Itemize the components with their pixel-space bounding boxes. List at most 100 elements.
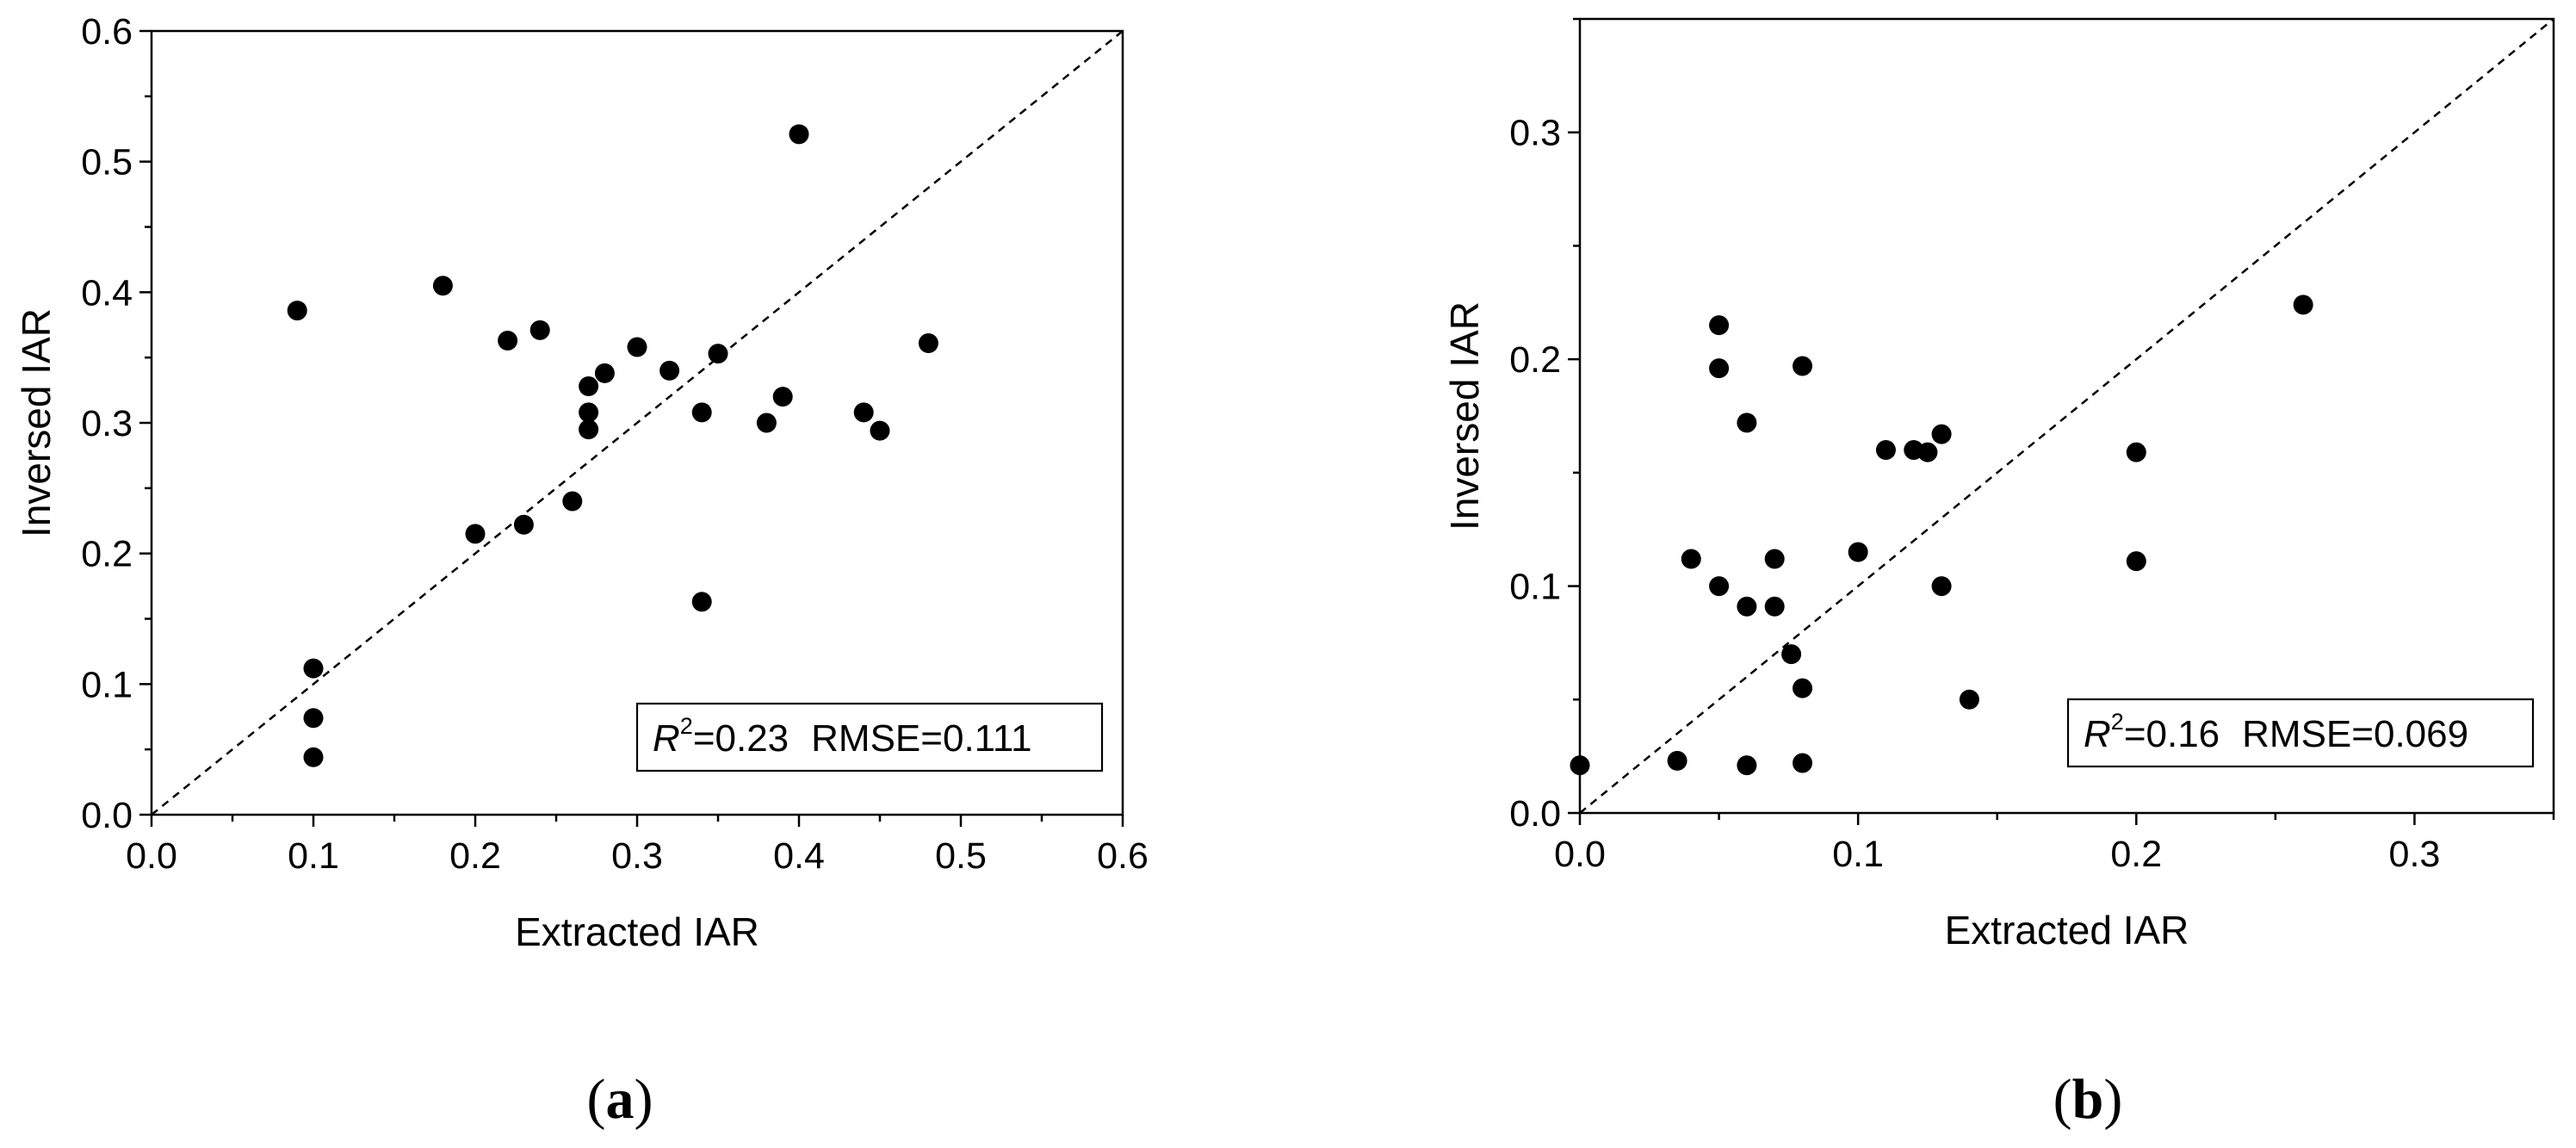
- stats-box: [635, 702, 1104, 773]
- x-tick-label: 0.5: [935, 835, 987, 877]
- x-tick-label: 0.1: [1832, 834, 1884, 875]
- data-point: [1709, 358, 1730, 379]
- data-point: [303, 658, 324, 679]
- panel-letter: b: [2072, 1068, 2104, 1131]
- y-tick-label: 0.3: [1509, 113, 1561, 154]
- data-point: [691, 592, 712, 612]
- data-point: [2126, 442, 2146, 462]
- data-point: [1764, 549, 1785, 569]
- data-point: [1931, 576, 1952, 597]
- x-tick-label: 0.0: [1554, 834, 1606, 875]
- data-point: [1764, 596, 1785, 617]
- panel-paren-close: ): [2103, 1068, 2122, 1131]
- r2-value: =0.16: [2124, 713, 2220, 755]
- data-point: [1875, 440, 1896, 461]
- data-point: [1931, 424, 1952, 444]
- panel-label: (b): [2053, 1068, 2123, 1131]
- y-tick-label: 0.0: [1509, 793, 1561, 835]
- data-point: [1793, 678, 1813, 698]
- r2-symbol: R: [653, 717, 680, 760]
- y-tick-label: 0.4: [81, 272, 133, 313]
- y-tick-label: 0.1: [1509, 567, 1561, 608]
- panel-paren-open: (: [587, 1068, 606, 1131]
- r2-symbol: R: [2084, 713, 2111, 755]
- y-tick-label: 0.0: [81, 795, 133, 836]
- data-point: [303, 747, 324, 767]
- data-point: [1793, 356, 1813, 376]
- r2-superscript: 2: [680, 713, 693, 739]
- data-point: [1737, 596, 1757, 617]
- data-point: [529, 320, 550, 340]
- data-point: [1737, 413, 1757, 433]
- data-point: [772, 387, 793, 407]
- y-tick-label: 0.3: [81, 403, 133, 444]
- x-tick-label: 0.6: [1097, 835, 1149, 877]
- chart-panel-b: 0.0 0.1 0.2 0.3 0.0 0.1 0.2 0.3 Extracted IAR Inv…: [1442, 17, 2555, 1131]
- stats-text: R2=0.23 RMSE=0.111: [653, 713, 1032, 760]
- data-point: [1917, 442, 1938, 462]
- data-point: [579, 402, 599, 423]
- panel-label: (a): [587, 1068, 653, 1131]
- panel-paren-close: ): [635, 1068, 653, 1131]
- x-tick-label: 0.2: [2110, 834, 2162, 875]
- data-point: [2293, 295, 2313, 315]
- x-tick-label: 0.4: [773, 835, 825, 877]
- one-to-one-line: [151, 30, 1124, 816]
- y-tick-label: 0.5: [81, 142, 133, 183]
- y-tick-label: 0.6: [81, 11, 133, 53]
- data-point: [870, 420, 890, 441]
- x-tick-label: 0.3: [611, 835, 663, 877]
- data-point: [1793, 753, 1813, 773]
- data-point: [627, 337, 647, 357]
- data-point: [918, 332, 938, 353]
- y-axis-label: Inversed IAR: [14, 308, 59, 537]
- data-point: [1848, 542, 1868, 562]
- data-point: [659, 360, 680, 381]
- data-point: [1681, 549, 1701, 569]
- x-tick-label: 0.2: [449, 835, 501, 877]
- rmse-value: RMSE=0.111: [811, 717, 1031, 760]
- data-point: [498, 330, 518, 351]
- data-point: [562, 491, 583, 512]
- panel-paren-open: (: [2053, 1068, 2072, 1131]
- data-point: [287, 301, 307, 321]
- data-point: [1667, 750, 1687, 771]
- data-point: [579, 419, 599, 440]
- data-point: [1737, 755, 1757, 776]
- data-point: [594, 363, 615, 383]
- x-tick-label: 0.0: [126, 835, 177, 877]
- x-tick-label: 0.1: [288, 835, 339, 877]
- data-point: [2126, 551, 2146, 572]
- y-tick-label: 0.1: [81, 664, 133, 705]
- data-point: [1709, 576, 1730, 597]
- stats-text: R2=0.16 RMSE=0.069: [2084, 709, 2468, 755]
- chart-panel-a: 0.0 0.1 0.2 0.3 0.4 0.5 0.6 0.0 0.1 0.2 0.3 0.4 0.5 0…: [14, 11, 1149, 1131]
- stats-box: [2066, 698, 2535, 768]
- x-tick-label: 0.3: [2389, 834, 2441, 875]
- data-point: [691, 402, 712, 423]
- data-point: [1570, 755, 1590, 776]
- data-point: [1781, 644, 1802, 665]
- data-point: [513, 514, 534, 535]
- y-tick-label: 0.2: [81, 534, 133, 575]
- plot-frame: [1578, 17, 2555, 815]
- data-point: [1959, 689, 1979, 710]
- r2-superscript: 2: [2111, 709, 2124, 735]
- data-point: [465, 524, 486, 544]
- data-point: [756, 413, 777, 433]
- y-tick-label: 0.2: [1509, 339, 1561, 381]
- data-point: [432, 276, 453, 296]
- x-axis-label: Extracted IAR: [515, 909, 759, 954]
- y-axis-label: Inversed IAR: [1442, 301, 1487, 531]
- data-point: [789, 124, 809, 145]
- panel-letter: a: [606, 1068, 635, 1131]
- data-point: [303, 708, 324, 729]
- data-point: [1709, 315, 1730, 336]
- data-point: [853, 402, 874, 423]
- data-point: [579, 376, 599, 397]
- x-axis-label: Extracted IAR: [1945, 908, 2189, 953]
- rmse-value: RMSE=0.069: [2242, 713, 2468, 755]
- r2-value: =0.23: [693, 717, 789, 760]
